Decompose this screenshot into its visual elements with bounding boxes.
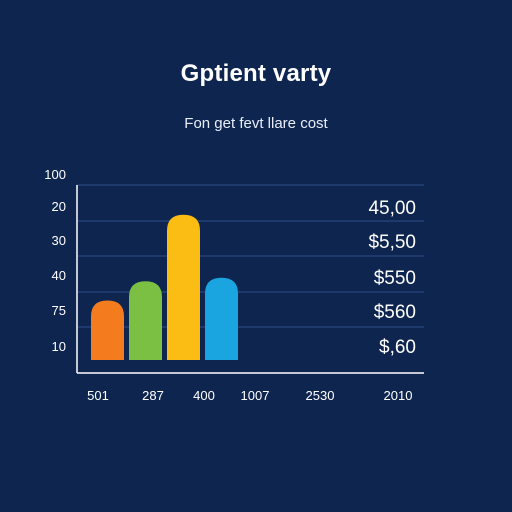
bar-501 <box>91 300 124 360</box>
right-value-labels: 45,00 $5,50 $550 $560 $,60 <box>368 198 416 358</box>
y-tick-label: 75 <box>52 303 66 318</box>
bar-1007 <box>205 277 238 360</box>
y-tick-label: 10 <box>52 339 66 354</box>
y-tick-label: 40 <box>52 268 66 283</box>
y-tick-labels: 100 20 30 40 75 10 <box>44 167 66 354</box>
right-value-label: $,60 <box>379 337 416 358</box>
bars <box>91 214 238 360</box>
right-value-label: 45,00 <box>368 198 416 219</box>
x-tick-label: 2530 <box>306 388 335 403</box>
x-tick-label: 400 <box>193 388 215 403</box>
y-tick-label: 100 <box>44 167 66 182</box>
axes <box>76 185 424 374</box>
x-tick-label: 2010 <box>384 388 413 403</box>
right-value-label: $5,50 <box>368 232 416 253</box>
chart-subtitle: Fon get fevt llare cost <box>184 115 328 132</box>
bar-400 <box>167 214 200 360</box>
x-tick-label: 1007 <box>241 388 270 403</box>
chart-title: Gptient varty <box>180 60 332 87</box>
y-tick-label: 30 <box>52 233 66 248</box>
x-tick-label: 501 <box>87 388 109 403</box>
right-value-label: $560 <box>374 302 416 323</box>
right-value-label: $550 <box>374 268 416 289</box>
x-tick-label: 287 <box>142 388 164 403</box>
y-tick-label: 20 <box>52 199 66 214</box>
x-tick-labels: 501 287 400 1007 2530 2010 <box>87 388 412 403</box>
bar-287 <box>129 281 162 360</box>
